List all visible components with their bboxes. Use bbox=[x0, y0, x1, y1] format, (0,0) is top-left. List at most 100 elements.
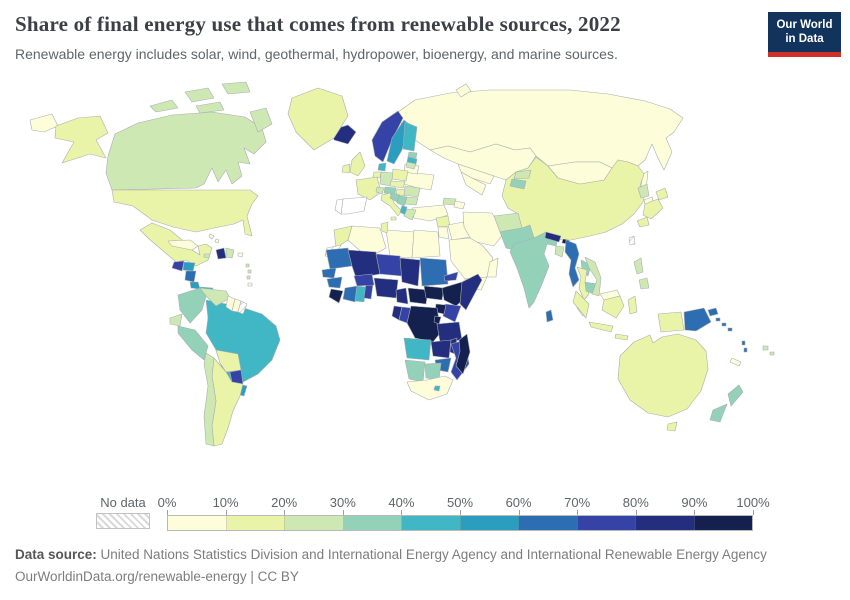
country-costa-rica[interactable] bbox=[189, 281, 201, 290]
country-denmark[interactable] bbox=[377, 162, 387, 172]
country-greece[interactable] bbox=[403, 208, 417, 221]
country-sierra-leone-liberia[interactable] bbox=[328, 288, 344, 304]
country-azerbaijan[interactable] bbox=[453, 200, 466, 210]
country-jamaica[interactable] bbox=[203, 253, 211, 259]
country-solomon-islands[interactable] bbox=[715, 317, 733, 332]
legend-bin-20-30%[interactable] bbox=[285, 516, 344, 530]
country-libya[interactable] bbox=[385, 229, 415, 259]
legend-bin-10-20%[interactable] bbox=[226, 516, 285, 530]
country-tanzania[interactable] bbox=[436, 321, 463, 343]
country-oman[interactable] bbox=[486, 257, 499, 278]
world-map[interactable] bbox=[0, 78, 850, 490]
country-serbia-bosnia[interactable] bbox=[396, 195, 408, 207]
country-papua-new-guinea[interactable] bbox=[683, 307, 719, 332]
country-honduras[interactable] bbox=[182, 261, 196, 272]
country-vietnam[interactable] bbox=[584, 256, 602, 297]
country-puerto-rico[interactable] bbox=[237, 252, 244, 258]
country-dominican-republic[interactable] bbox=[225, 247, 235, 259]
country-burkina-faso[interactable] bbox=[353, 273, 375, 287]
country-peru[interactable] bbox=[177, 325, 209, 361]
country-russia[interactable] bbox=[397, 89, 684, 171]
country-cameroon[interactable] bbox=[395, 287, 409, 305]
country-senegal[interactable] bbox=[321, 267, 337, 279]
legend-bin-30-40%[interactable] bbox=[343, 516, 402, 530]
country-bahamas[interactable] bbox=[208, 233, 220, 244]
country-australia[interactable] bbox=[617, 333, 709, 432]
country-niger[interactable] bbox=[375, 253, 403, 277]
legend-bin-0-10%[interactable] bbox=[168, 516, 227, 530]
country-guinea[interactable] bbox=[326, 276, 343, 289]
country-bulgaria[interactable] bbox=[404, 196, 419, 206]
country-finland[interactable] bbox=[402, 121, 418, 152]
legend-color-bar[interactable] bbox=[167, 515, 753, 531]
country-switzerland[interactable] bbox=[375, 186, 385, 195]
country-egypt[interactable] bbox=[411, 229, 441, 259]
country-lesotho[interactable] bbox=[433, 385, 441, 392]
country-norway[interactable] bbox=[371, 110, 404, 163]
country-new-caledonia[interactable] bbox=[729, 357, 742, 367]
country-fiji[interactable] bbox=[762, 345, 775, 356]
country-sweden[interactable] bbox=[386, 119, 410, 165]
country-tunisia[interactable] bbox=[380, 221, 389, 234]
country-canada-arctic-islands[interactable] bbox=[149, 81, 273, 133]
country-japan[interactable] bbox=[636, 187, 669, 228]
country-estonia[interactable] bbox=[407, 151, 418, 159]
country-venezuela[interactable] bbox=[199, 287, 231, 307]
legend-bin-70-80%[interactable] bbox=[577, 516, 636, 530]
country-madagascar[interactable] bbox=[455, 333, 471, 375]
country-namibia[interactable] bbox=[404, 359, 426, 383]
country-haiti[interactable] bbox=[215, 247, 227, 260]
country-nepal[interactable] bbox=[544, 231, 562, 243]
country-north-korea[interactable] bbox=[637, 183, 650, 199]
country-philippines[interactable] bbox=[633, 257, 650, 290]
country-french-guiana[interactable] bbox=[237, 300, 248, 315]
legend-bin-40-50%[interactable] bbox=[402, 516, 461, 530]
country-colombia[interactable] bbox=[177, 287, 207, 324]
country-russia-chukotka[interactable] bbox=[29, 113, 59, 133]
country-somalia[interactable] bbox=[459, 273, 483, 311]
country-central-african-republic[interactable] bbox=[407, 287, 429, 305]
country-france[interactable] bbox=[355, 176, 382, 201]
country-belgium-netherlands[interactable] bbox=[372, 171, 382, 179]
country-united-states-alaska[interactable] bbox=[54, 115, 109, 164]
country-iran[interactable] bbox=[462, 211, 505, 247]
country-sri-lanka[interactable] bbox=[545, 309, 554, 323]
country-ecuador[interactable] bbox=[169, 313, 183, 327]
owid-logo[interactable]: Our World in Data bbox=[768, 12, 841, 57]
country-italy[interactable] bbox=[380, 192, 403, 221]
country-georgia[interactable] bbox=[442, 197, 457, 206]
country-chad[interactable] bbox=[399, 257, 421, 287]
legend-bin-80-90%[interactable] bbox=[636, 516, 695, 530]
country-romania[interactable] bbox=[403, 185, 421, 198]
country-ireland[interactable] bbox=[341, 163, 351, 174]
country-jordan-israel[interactable] bbox=[437, 226, 450, 240]
country-bangladesh[interactable] bbox=[554, 245, 565, 258]
country-canada[interactable] bbox=[105, 111, 267, 191]
legend-bin-90-100%[interactable] bbox=[694, 516, 752, 530]
country-russia-novaya-zemlya[interactable] bbox=[455, 83, 472, 98]
country-indonesia[interactable] bbox=[572, 290, 685, 341]
country-united-kingdom[interactable] bbox=[349, 151, 366, 177]
legend-no-data-swatch[interactable] bbox=[96, 513, 150, 529]
country-morocco[interactable] bbox=[333, 225, 353, 249]
country-new-zealand[interactable] bbox=[709, 384, 744, 423]
country-czech-slovakia[interactable] bbox=[389, 180, 406, 189]
legend-color-scale[interactable]: 0% 10% 20% 30% 40% 50% 60% 70% 80% 90% 100% bbox=[158, 495, 770, 533]
country-cuba[interactable] bbox=[167, 239, 199, 251]
country-lesser-antilles[interactable] bbox=[245, 263, 252, 280]
country-vanuatu[interactable] bbox=[741, 340, 748, 353]
country-lithuania[interactable] bbox=[405, 161, 417, 170]
country-kyrgyzstan[interactable] bbox=[513, 169, 532, 180]
country-mali[interactable] bbox=[347, 249, 381, 279]
country-angola[interactable] bbox=[403, 337, 432, 361]
legend-bin-60-70%[interactable] bbox=[519, 516, 578, 530]
country-united-states[interactable] bbox=[111, 189, 259, 237]
legend-no-data[interactable]: No data bbox=[96, 495, 150, 529]
country-turkmenistan[interactable] bbox=[460, 171, 487, 196]
owid-link-line[interactable]: OurWorldinData.org/renewable-energy | CC… bbox=[15, 568, 299, 584]
country-nicaragua[interactable] bbox=[184, 270, 197, 283]
country-ivory-coast[interactable] bbox=[342, 285, 358, 303]
country-guatemala[interactable] bbox=[171, 260, 185, 272]
country-taiwan[interactable] bbox=[628, 235, 636, 246]
country-spain[interactable] bbox=[340, 196, 368, 215]
